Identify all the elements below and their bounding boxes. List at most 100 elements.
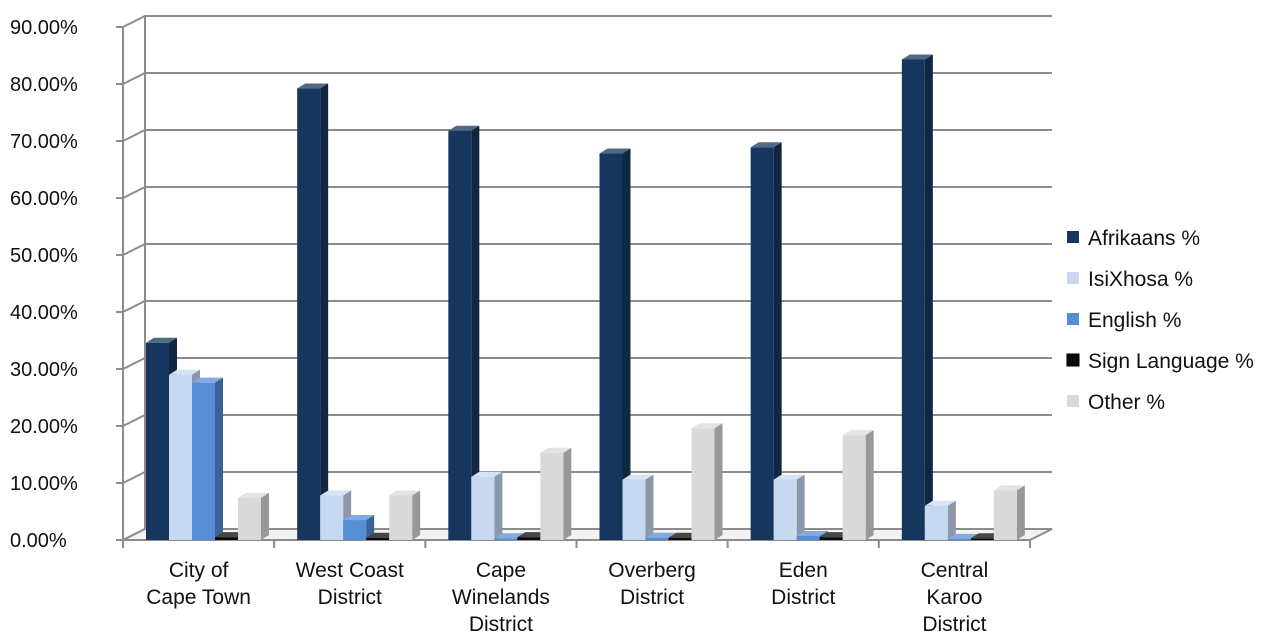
- bar-side: [645, 474, 654, 540]
- bar-side: [261, 492, 269, 540]
- bar-front: [668, 537, 692, 540]
- bar-front: [146, 342, 169, 540]
- bar-front: [645, 537, 669, 540]
- bar: [389, 490, 421, 540]
- bar-front: [691, 428, 715, 540]
- bar: [622, 474, 654, 540]
- bar-top: [691, 423, 723, 429]
- bar-top: [448, 125, 480, 131]
- bar-side: [714, 423, 723, 540]
- bar: [192, 377, 223, 540]
- bar-front: [924, 505, 948, 540]
- bar-top: [645, 532, 677, 538]
- bar-top: [622, 474, 654, 480]
- bar-front: [819, 537, 843, 540]
- legend-label: Sign Language %: [1088, 350, 1254, 373]
- legend-swatch: [1067, 231, 1079, 243]
- bar: [750, 142, 782, 540]
- bar: [901, 54, 933, 541]
- bar-top: [389, 490, 421, 496]
- bar-front: [343, 520, 367, 540]
- bar-front: [494, 538, 518, 540]
- bar-front: [993, 490, 1017, 540]
- bar: [238, 492, 269, 540]
- bar-top: [599, 148, 631, 154]
- bar-front: [750, 147, 774, 540]
- bar-front: [517, 537, 541, 540]
- y-tick-label: 50.00%: [10, 245, 78, 267]
- x-category-label: Karoo: [926, 586, 982, 609]
- bar-top: [169, 369, 200, 375]
- legend-label: IsiXhosa %: [1088, 268, 1193, 291]
- x-category-label: Cape: [476, 559, 526, 582]
- y-tick-label: 30.00%: [10, 359, 78, 381]
- bar-top: [750, 142, 782, 148]
- bar-side: [1016, 485, 1025, 540]
- bar-top: [297, 83, 329, 89]
- legend-swatch: [1067, 395, 1079, 407]
- bar-side: [215, 377, 223, 540]
- bar-front: [970, 538, 994, 540]
- bar-top: [540, 447, 572, 453]
- bar-front: [448, 130, 472, 541]
- bar-front: [901, 59, 925, 541]
- x-category-label: Cape Town: [146, 586, 251, 609]
- legend-swatch: [1066, 353, 1080, 367]
- bar-side: [622, 148, 631, 541]
- bar-front: [773, 479, 797, 540]
- bar-front: [192, 382, 215, 540]
- x-category-label: Overberg: [608, 559, 696, 582]
- bar: [842, 430, 874, 540]
- bar-top: [947, 533, 979, 539]
- x-category-label: Winelands: [452, 586, 550, 609]
- bar-front: [238, 497, 261, 540]
- bar-side: [773, 142, 782, 540]
- bar-front: [389, 495, 413, 540]
- bar-front: [297, 88, 321, 540]
- bar: [599, 148, 631, 541]
- bar-side: [796, 474, 805, 540]
- bar-top: [796, 531, 828, 537]
- y-tick-label: 10.00%: [10, 473, 78, 495]
- x-category-label: District: [469, 613, 533, 635]
- bar-top: [773, 474, 805, 480]
- bar-front: [842, 435, 866, 540]
- bar-front: [947, 538, 971, 540]
- bar-side: [412, 490, 421, 540]
- bar-top: [924, 500, 956, 506]
- bar-top: [192, 377, 223, 383]
- x-category-label: West Coast: [296, 559, 404, 582]
- x-category-label: Eden: [779, 559, 828, 582]
- bar-front: [366, 537, 390, 540]
- bar-side: [320, 83, 329, 540]
- bar: [297, 83, 329, 540]
- bar-side: [494, 471, 503, 540]
- legend-label: Afrikaans %: [1088, 227, 1200, 250]
- bar: [773, 474, 805, 540]
- bar-side: [471, 125, 480, 541]
- bar-front: [320, 495, 344, 540]
- y-tick-label: 90.00%: [10, 17, 78, 39]
- legend-label: Other %: [1088, 391, 1165, 414]
- bars: [146, 54, 1025, 541]
- bar: [691, 423, 723, 540]
- bar-front: [471, 476, 495, 540]
- bar-front: [169, 374, 192, 540]
- bar-front: [215, 537, 238, 540]
- bar-top: [146, 337, 177, 343]
- bar-side: [366, 515, 375, 540]
- bar: [924, 500, 956, 540]
- y-tick-label: 40.00%: [10, 302, 78, 324]
- y-tick-label: 80.00%: [10, 74, 78, 96]
- y-tick-label: 20.00%: [10, 416, 78, 438]
- bar-side: [563, 447, 572, 540]
- legend-label: English %: [1088, 309, 1181, 332]
- axis-labels: 0.00% 10.00% 20.00% 30.00% 40.00% 50.00% 60.00…: [10, 17, 988, 635]
- legend: Afrikaans % IsiXhosa % English % Sign Langu…: [1066, 227, 1254, 414]
- x-category-label: District: [620, 586, 684, 609]
- y-tick-label: 0.00%: [10, 530, 67, 552]
- bar: [993, 485, 1025, 540]
- y-tick-label: 70.00%: [10, 131, 78, 153]
- legend-swatch: [1067, 272, 1079, 284]
